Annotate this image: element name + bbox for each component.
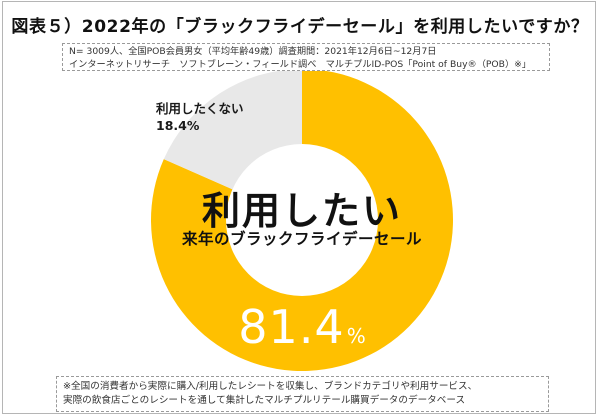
label-use-value: 81.4% [0, 300, 600, 354]
donut-svg [151, 69, 453, 371]
label-use-unit: % [346, 324, 366, 348]
footnote-box: ※全国の消費者から実際に購入/利用したレシートを収集し、ブランドカテゴリや利用サ… [56, 376, 549, 412]
segment-yes [151, 69, 453, 371]
label-not-use: 利用したくない 18.4% [156, 100, 244, 134]
survey-info-line-1: N= 3009人、全国POB会員男女（平均年齢49歳）調査期間：2021年12月… [69, 46, 437, 57]
label-not-use-text: 利用したくない [156, 101, 244, 116]
label-use-number: 81.4 [238, 300, 345, 354]
label-not-use-value: 18.4% [156, 118, 200, 133]
center-label-main: 利用したい [201, 189, 402, 233]
chart-title: 図表５）2022年の「ブラックフライデーセール」を利用したいですか？ [11, 17, 589, 37]
donut-hole [226, 144, 378, 296]
footnote-line-1: ※全国の消費者から実際に購入/利用したレシートを収集し、ブランドカテゴリや利用サ… [63, 381, 478, 392]
center-label-sub: 来年のブラックフライデーセール [181, 230, 422, 248]
survey-info-line-2: インターネットリサーチ ソフトブレーン・フィールド調べ マルチプルID-POS「… [69, 58, 532, 70]
donut-chart [151, 69, 453, 371]
footnote-line-2: 実際の飲食店ごとのレシートを通して集計したマルチプルリテール購買データのデータベ… [63, 395, 466, 406]
survey-info-box: N= 3009人、全国POB会員男女（平均年齢49歳）調査期間：2021年12月… [62, 43, 550, 71]
